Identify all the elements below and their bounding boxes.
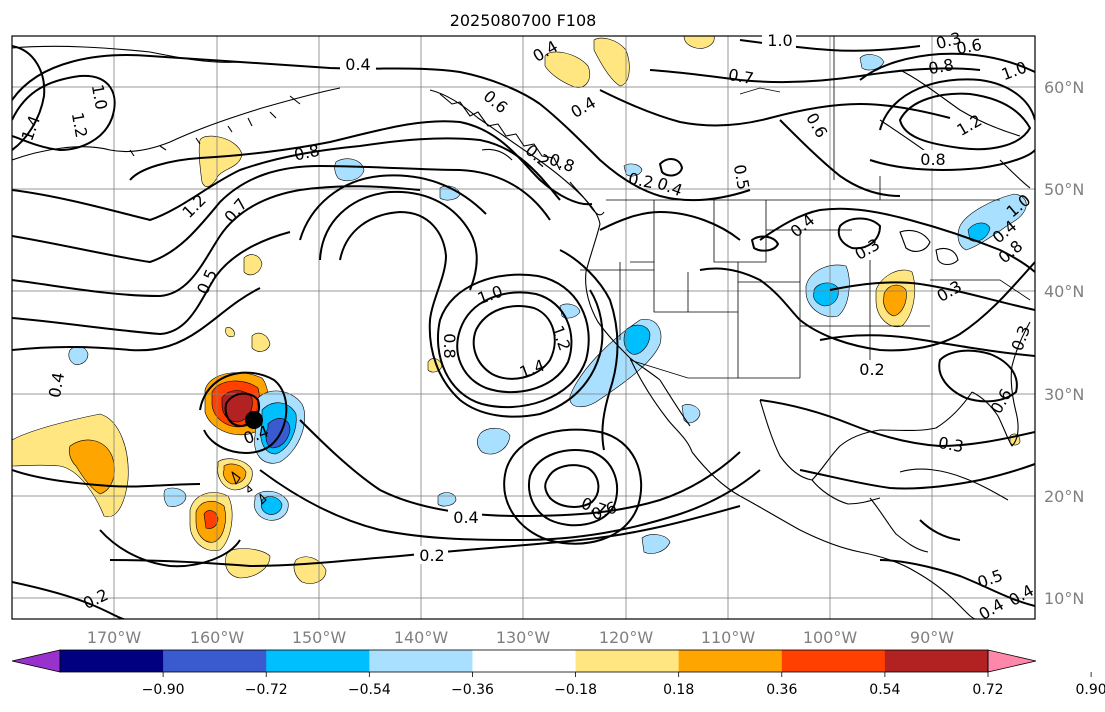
colorbar-tick-label: −0.54 <box>348 682 391 698</box>
lat-tick-label: 60°N <box>1044 78 1084 97</box>
colorbar-tick-label: −0.36 <box>451 682 494 698</box>
colorbar-segment <box>781 650 886 672</box>
contour-label: 0.4 <box>453 508 478 527</box>
map-title: 2025080700 F108 <box>450 11 597 30</box>
longitude-axis: 170°W 160°W 150°W 140°W 130°W 120°W 110°… <box>87 628 954 647</box>
lon-tick-label: 100°W <box>803 628 858 647</box>
coastlines <box>12 45 1031 619</box>
colorbar-segment <box>163 650 267 672</box>
contour-label: 0.2 <box>419 546 444 565</box>
political-borders <box>580 36 1031 379</box>
contour-label: 0.4 <box>45 371 68 399</box>
contour-label: 0.2 <box>627 169 655 192</box>
contour-label: 0.4 <box>345 55 370 74</box>
storm-center-marker <box>245 411 263 429</box>
map-frame <box>11 35 1036 620</box>
colorbar-segment <box>884 650 989 672</box>
lon-tick-label: 170°W <box>87 628 142 647</box>
lon-tick-label: 160°W <box>190 628 245 647</box>
colorbar-segment <box>60 650 164 672</box>
colorbar-extend-low <box>11 649 61 673</box>
colorbar: −0.90 −0.72 −0.54 −0.36 −0.18 0.18 0.36 0.54 0.7… <box>11 649 1105 698</box>
contour-label: 0.8 <box>292 141 321 165</box>
lon-tick-label: 90°W <box>910 628 954 647</box>
colorbar-tick-label: 0.72 <box>972 682 1003 698</box>
colorbar-tick-label: −0.90 <box>142 682 185 698</box>
graticule <box>12 36 1035 619</box>
lat-tick-label: 50°N <box>1044 180 1084 199</box>
contour-label: 0.8 <box>920 150 945 169</box>
colorbar-tick-label: 0.54 <box>869 682 900 698</box>
lon-tick-label: 130°W <box>496 628 551 647</box>
contour-label: 0.8 <box>440 333 459 358</box>
contour-lines <box>12 39 1035 619</box>
contour-label: 0.5 <box>730 163 753 191</box>
colorbar-tick-label: 0.36 <box>766 682 797 698</box>
contour-label: 0.3 <box>937 433 965 456</box>
lat-tick-label: 10°N <box>1044 589 1084 608</box>
colorbar-segment <box>369 650 473 672</box>
lat-tick-label: 30°N <box>1044 385 1084 404</box>
colorbar-tick-label: −0.72 <box>245 682 288 698</box>
colorbar-segment <box>472 650 577 672</box>
colorbar-extend-high <box>987 649 1037 673</box>
contour-label: 0.2 <box>859 360 884 379</box>
colorbar-segment <box>678 650 783 672</box>
contour-label: 1.0 <box>88 83 111 111</box>
latitude-axis: 60°N 50°N 40°N 30°N 20°N 10°N <box>1044 78 1084 608</box>
contour-label: 1.0 <box>767 31 792 50</box>
contour-label: 0.7 <box>727 65 755 88</box>
colorbar-outline <box>59 649 989 673</box>
contour-label: 0.6 <box>955 35 983 58</box>
colorbar-segment <box>575 650 680 672</box>
contour-label: 0.8 <box>927 55 955 78</box>
lon-tick-label: 120°W <box>599 628 654 647</box>
lon-tick-label: 110°W <box>701 628 756 647</box>
lat-tick-label: 40°N <box>1044 282 1084 301</box>
lon-tick-label: 150°W <box>292 628 347 647</box>
contour-label: 1.2 <box>68 111 91 139</box>
lat-tick-label: 20°N <box>1044 487 1084 506</box>
colorbar-segment <box>266 650 370 672</box>
colorbar-tick-label: −0.18 <box>554 682 597 698</box>
colorbar-tick-label: 0.90 <box>1076 682 1105 698</box>
lon-tick-label: 140°W <box>394 628 449 647</box>
colorbar-tick-label: 0.18 <box>663 682 694 698</box>
